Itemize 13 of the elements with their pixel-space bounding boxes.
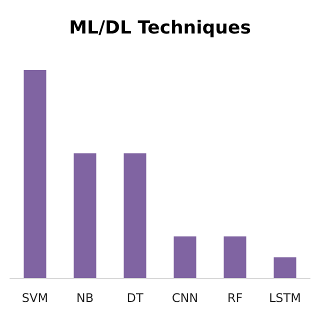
x-tick-label: SVM (22, 291, 48, 305)
bar (174, 236, 196, 278)
x-tick-label: CNN (172, 291, 198, 305)
bar (24, 70, 46, 278)
bar (124, 153, 146, 278)
x-tick-label: DT (126, 291, 144, 305)
bar (224, 236, 246, 278)
x-tick-label: LSTM (269, 291, 301, 305)
chart-title: ML/DL Techniques (69, 18, 251, 38)
bar (274, 257, 296, 278)
bar (74, 153, 96, 278)
x-tick-label: NB (76, 291, 94, 305)
x-tick-label: RF (227, 291, 243, 305)
